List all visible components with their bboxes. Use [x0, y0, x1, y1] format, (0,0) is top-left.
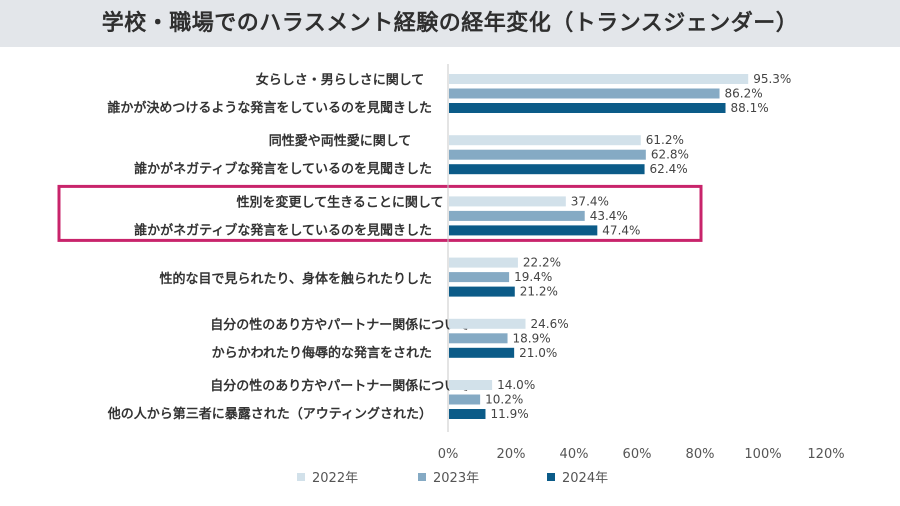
data-label: 86.2%	[725, 87, 763, 101]
bar-2022年-0	[449, 74, 749, 84]
bar-2024年-3	[449, 286, 515, 297]
data-label: 11.9%	[490, 407, 528, 421]
x-tick-label: 100%	[744, 447, 781, 462]
legend-swatch-0	[297, 473, 305, 481]
bar-2024年-0	[449, 103, 726, 113]
data-label: 21.0%	[519, 346, 557, 360]
bar-2023年-0	[449, 88, 720, 99]
legend-swatch-2	[547, 473, 555, 481]
bar-2023年-5	[449, 394, 481, 405]
bar-2023年-3	[449, 272, 510, 283]
category-label-line2: からかわれたり侮辱的な発言をされた	[212, 345, 432, 361]
data-label: 18.9%	[513, 331, 551, 345]
data-label: 88.1%	[731, 101, 769, 115]
category-label-line2: 誰かがネガティブな発言をしているのを見聞きした	[134, 222, 432, 238]
category-label-line1: 女らしさ・男らしさに関して	[256, 72, 425, 88]
data-label: 24.6%	[530, 317, 568, 331]
category-label-line2: 誰かがネガティブな発言をしているのを見聞きした	[134, 161, 432, 177]
data-label: 10.2%	[485, 393, 523, 407]
bar-2023年-2	[449, 210, 585, 221]
legend-swatch-1	[418, 473, 426, 481]
category-label: 性的な目で見られたり、身体を触られたりした	[160, 271, 432, 287]
bar-2022年-1	[449, 135, 641, 146]
category-label-line2: 他の人から第三者に暴露された（アウティングされた）	[107, 406, 432, 422]
bar-2024年-5	[449, 409, 486, 419]
bar-2022年-4	[449, 318, 526, 329]
bar-2022年-3	[449, 257, 518, 268]
legend-label-2: 2024年	[562, 471, 608, 486]
data-label: 37.4%	[571, 194, 609, 208]
category-label-line1: 自分の性のあり方やパートナー関係について	[210, 317, 470, 333]
data-label: 22.2%	[523, 256, 561, 270]
data-label: 62.8%	[651, 148, 689, 162]
data-label: 47.4%	[602, 223, 640, 237]
legend-label-1: 2023年	[433, 471, 479, 486]
data-label: 61.2%	[646, 133, 684, 147]
chart-title: 学校・職場でのハラスメント経験の経年変化（トランスジェンダー）	[101, 11, 799, 36]
title-bar	[0, 0, 900, 47]
bar-2024年-2	[449, 225, 598, 236]
bar-2023年-1	[449, 149, 646, 160]
x-tick-label: 80%	[686, 447, 715, 462]
data-label: 43.4%	[590, 209, 628, 223]
bar-2023年-4	[449, 333, 508, 344]
bar-2022年-2	[449, 196, 566, 207]
legend-label-0: 2022年	[312, 471, 358, 486]
bar-2022年-5	[449, 380, 493, 390]
data-label: 14.0%	[497, 378, 535, 392]
category-label-line1: 同性愛や両性愛に関して	[269, 133, 412, 149]
highlight-box	[57, 184, 703, 242]
x-tick-label: 0%	[438, 447, 459, 462]
bar-2024年-4	[449, 347, 515, 358]
category-label-line1: 性別を変更して生きることに関して	[237, 194, 444, 210]
x-tick-label: 120%	[807, 447, 844, 462]
data-label: 62.4%	[650, 162, 688, 176]
category-label-line1: 自分の性のあり方やパートナー関係について	[210, 378, 470, 394]
x-tick-label: 60%	[623, 447, 652, 462]
data-label: 19.4%	[514, 270, 552, 284]
x-tick-label: 40%	[560, 447, 589, 462]
bar-2024年-1	[449, 164, 645, 175]
category-label-line2: 誰かが決めつけるような発言をしているのを見聞きした	[107, 100, 432, 116]
data-label: 21.2%	[520, 285, 558, 299]
x-tick-label: 20%	[497, 447, 526, 462]
data-label: 95.3%	[753, 72, 791, 86]
